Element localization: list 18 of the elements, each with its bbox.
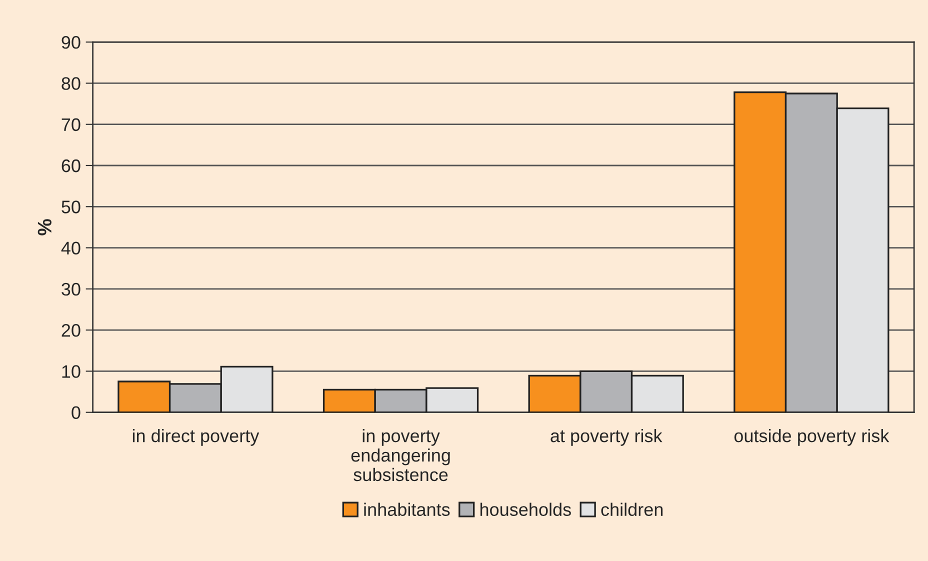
x-tick-label: outside poverty risk xyxy=(734,429,890,446)
y-tick-label: 70 xyxy=(62,118,80,132)
legend-label: inhabitants xyxy=(364,502,450,516)
y-axis-title: % xyxy=(38,219,52,236)
y-tick-label: 60 xyxy=(62,159,80,172)
x-tick-label: in poverty endangering subsistence xyxy=(351,429,450,482)
y-tick-label: 90 xyxy=(62,36,80,49)
y-tick-label: 0 xyxy=(72,406,80,420)
y-tick-label: 10 xyxy=(62,365,80,378)
y-tick-label: 30 xyxy=(62,282,80,296)
legend-label: households xyxy=(480,502,571,516)
x-tick-label: at poverty risk xyxy=(550,429,662,446)
y-tick-label: 40 xyxy=(61,242,80,254)
x-tick-label: in direct poverty xyxy=(132,429,260,446)
y-tick-label: 50 xyxy=(62,200,80,214)
y-tick-label: 80 xyxy=(62,77,80,90)
legend-label: children xyxy=(601,502,663,516)
y-tick-label: 20 xyxy=(62,324,80,337)
